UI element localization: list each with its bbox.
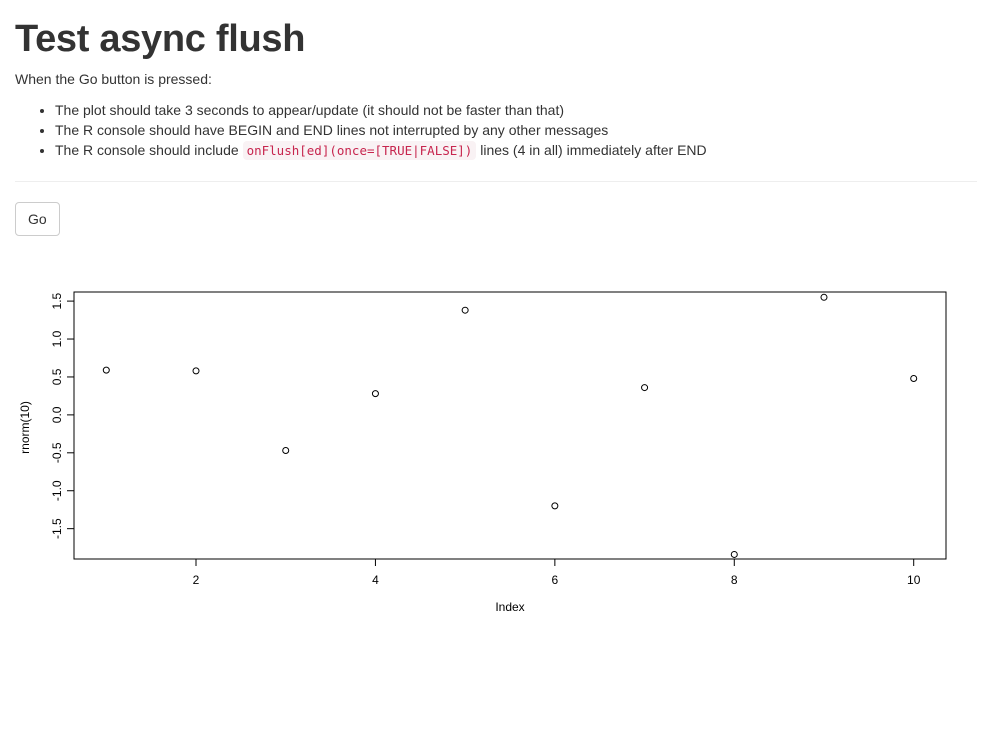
y-tick-label: -0.5 [50, 442, 64, 463]
requirement-text-after: lines (4 in all) immediately after END [476, 141, 707, 158]
requirements-list: The plot should take 3 seconds to appear… [15, 100, 977, 161]
data-point [551, 502, 559, 510]
x-tick-label: 2 [193, 573, 200, 587]
y-tick-label: 1.5 [50, 292, 64, 309]
data-point [641, 384, 649, 392]
page-title: Test async flush [15, 18, 306, 60]
y-tick-label: 0.5 [50, 368, 64, 385]
data-point [282, 447, 290, 455]
data-point [730, 550, 738, 558]
list-item: The plot should take 3 seconds to appear… [55, 100, 977, 120]
data-point [192, 367, 200, 375]
y-tick-label: -1.5 [50, 518, 64, 539]
y-tick-label: -1.0 [50, 480, 64, 501]
data-point [461, 306, 469, 314]
go-button[interactable]: Go [15, 201, 60, 236]
x-tick-label: 6 [552, 573, 559, 587]
x-tick-label: 8 [731, 573, 738, 587]
data-point [820, 293, 828, 301]
page-container: Test async flush When the Go button is p… [0, 18, 992, 236]
y-axis-label: rnorm(10) [18, 401, 32, 454]
x-tick-label: 4 [372, 573, 379, 587]
intro-text: When the Go button is pressed: [15, 70, 212, 87]
divider [15, 180, 977, 182]
plot-frame [73, 291, 947, 560]
scatter-plot: 2 4 6 8 10 -1.5 -1.0 -0.5 0.0 0.5 1.0 1.5 Index rnorm… [18, 291, 947, 614]
list-item: The R console should include onFlush[ed]… [55, 140, 977, 161]
y-tick-label: 0.0 [50, 406, 64, 423]
requirement-text-before: The R console should include [55, 141, 243, 158]
plot-output: 2 4 6 8 10 -1.5 -1.0 -0.5 0.0 0.5 1.0 1.5 Index rnorm… [0, 270, 992, 630]
data-point [910, 374, 918, 382]
code-snippet: onFlush[ed](once=[TRUE|FALSE]) [242, 140, 477, 160]
data-point [371, 390, 379, 398]
y-tick-label: 1.0 [50, 330, 64, 347]
x-tick-label: 10 [907, 573, 921, 587]
requirement-text: The plot should take 3 seconds to appear… [55, 101, 565, 118]
data-point [102, 366, 110, 374]
requirement-text: The R console should have BEGIN and END … [55, 121, 609, 138]
x-axis-label: Index [495, 600, 524, 614]
list-item: The R console should have BEGIN and END … [55, 120, 977, 140]
